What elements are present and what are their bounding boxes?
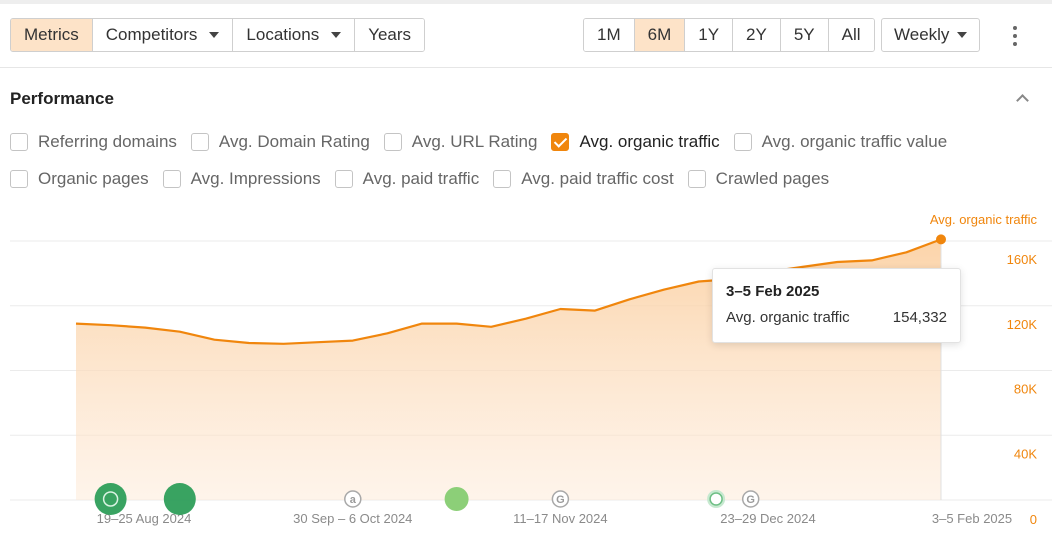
note-marker[interactable] <box>344 490 362 508</box>
checkmark-icon <box>551 133 570 151</box>
chevron-down-icon <box>209 32 220 38</box>
google-update-marker[interactable] <box>741 490 760 508</box>
checkbox-organic-pages[interactable]: Organic pages <box>10 169 149 189</box>
checkbox-avg-organic-traffic-value[interactable]: Avg. organic traffic value <box>733 132 948 152</box>
tab-metrics[interactable]: Metrics <box>11 19 93 51</box>
hover-point <box>936 234 946 245</box>
checkbox-avg-paid-traffic-cost[interactable]: Avg. paid traffic cost <box>493 169 674 189</box>
range-6m[interactable]: 6M <box>634 19 686 51</box>
google-icon: G <box>556 494 565 506</box>
update-marker[interactable] <box>94 483 127 515</box>
more-options-icon[interactable] <box>1008 25 1022 47</box>
checkbox-crawled-pages[interactable]: Crawled pages <box>687 169 830 189</box>
checkbox-label: Avg. URL Rating <box>411 132 538 151</box>
metrics-row-2: Organic pages Avg. Impressions Avg. paid… <box>10 169 843 189</box>
checkbox-label: Avg. paid traffic <box>362 169 480 188</box>
tab-competitors[interactable]: Competitors <box>92 19 234 51</box>
y-axis-title: Avg. organic traffic <box>930 212 1038 227</box>
range-2y[interactable]: 2Y <box>733 19 781 51</box>
update-marker[interactable] <box>444 487 469 511</box>
checkbox-label: Avg. organic traffic value <box>761 132 948 151</box>
view-tabs: Metrics Competitors Locations Years <box>10 18 426 52</box>
caret-down-icon <box>957 32 968 38</box>
x-tick-label: 30 Sep – 6 Oct 2024 <box>293 511 412 526</box>
checkbox-avg-impressions[interactable]: Avg. Impressions <box>162 169 321 189</box>
update-marker[interactable] <box>163 483 196 515</box>
range-all[interactable]: All <box>828 19 874 51</box>
chevron-up-icon[interactable] <box>1016 93 1028 105</box>
checkbox-label: Organic pages <box>38 169 149 188</box>
range-1m[interactable]: 1M <box>584 19 635 51</box>
y-tick-label: 80K <box>1014 382 1037 397</box>
checkbox-label: Avg. Domain Rating <box>218 132 370 151</box>
checkbox-label: Referring domains <box>38 132 177 151</box>
chart-tooltip: 3–5 Feb 2025 Avg. organic traffic 154,33… <box>712 268 961 343</box>
checkbox-label: Crawled pages <box>715 169 830 188</box>
tab-locations[interactable]: Locations <box>233 19 356 51</box>
x-axis-labels: 19–25 Aug 2024 30 Sep – 6 Oct 2024 11–17 N… <box>97 511 1012 526</box>
y-tick-label: 40K <box>1014 446 1037 461</box>
checkbox-avg-paid-traffic[interactable]: Avg. paid traffic <box>334 169 480 189</box>
checkbox-referring-domains[interactable]: Referring domains <box>10 132 177 152</box>
checkbox-label: Avg. paid traffic cost <box>521 169 674 188</box>
google-icon: G <box>746 494 755 506</box>
x-tick-label: 11–17 Nov 2024 <box>513 511 607 526</box>
checkbox-avg-organic-traffic[interactable]: Avg. organic traffic <box>551 132 720 152</box>
y-tick-label: 120K <box>1007 317 1038 332</box>
interval-label: Weekly <box>894 25 950 44</box>
y-tick-label: 0 <box>1030 512 1037 527</box>
series-line <box>75 238 942 345</box>
tooltip-date: 3–5 Feb 2025 <box>726 283 820 300</box>
google-icon <box>709 492 723 506</box>
note-icon: a <box>350 494 357 506</box>
x-tick-label: 3–5 Feb 2025 <box>932 511 1012 526</box>
organic-traffic-chart[interactable]: 19–25 Aug 2024 30 Sep – 6 Oct 2024 11–17 N… <box>0 200 1052 550</box>
chevron-down-icon <box>331 32 342 38</box>
divider <box>0 67 1052 68</box>
interval-dropdown[interactable]: Weekly <box>881 18 981 52</box>
top-border <box>0 0 1052 4</box>
range-5y[interactable]: 5Y <box>780 19 829 51</box>
y-axis-ticks: 0 40K 80K 120K 160K <box>1007 252 1038 527</box>
tab-years[interactable]: Years <box>355 19 425 51</box>
x-tick-label: 19–25 Aug 2024 <box>97 511 192 526</box>
section-title: Performance <box>10 89 114 108</box>
checkbox-avg-domain-rating[interactable]: Avg. Domain Rating <box>190 132 370 152</box>
tooltip-value: 154,332 <box>892 309 947 326</box>
google-update-marker[interactable] <box>551 490 570 508</box>
x-tick-label: 23–29 Dec 2024 <box>720 511 815 526</box>
checkbox-avg-url-rating[interactable]: Avg. URL Rating <box>383 132 538 152</box>
range-tabs: 1M 6M 1Y 2Y 5Y All <box>583 18 875 52</box>
checkbox-label: Avg. organic traffic <box>579 132 720 151</box>
y-tick-label: 160K <box>1007 252 1038 267</box>
metrics-row-1: Referring domains Avg. Domain Rating Avg… <box>10 132 961 152</box>
range-1y[interactable]: 1Y <box>685 19 734 51</box>
ahrefs-z-icon <box>102 491 119 507</box>
tooltip-label: Avg. organic traffic <box>726 309 850 326</box>
checkbox-label: Avg. Impressions <box>190 169 321 188</box>
